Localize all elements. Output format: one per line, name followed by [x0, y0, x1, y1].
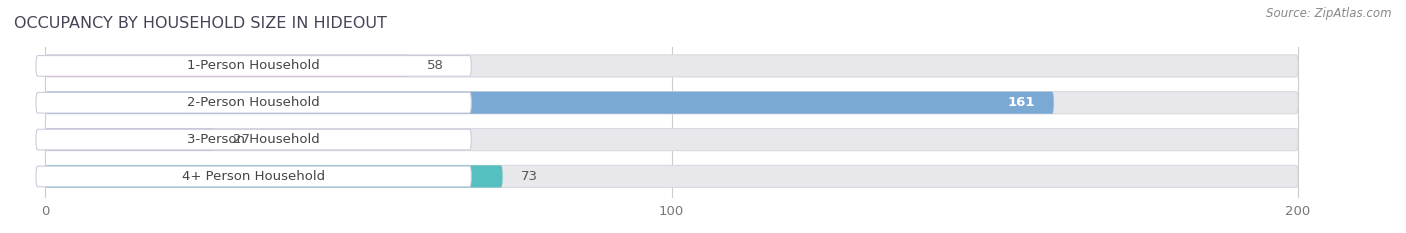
- FancyBboxPatch shape: [45, 55, 409, 77]
- Text: 2-Person Household: 2-Person Household: [187, 96, 321, 109]
- FancyBboxPatch shape: [45, 55, 1298, 77]
- Text: 1-Person Household: 1-Person Household: [187, 59, 321, 72]
- Text: 58: 58: [427, 59, 444, 72]
- FancyBboxPatch shape: [45, 92, 1298, 114]
- FancyBboxPatch shape: [45, 165, 502, 188]
- Text: Source: ZipAtlas.com: Source: ZipAtlas.com: [1267, 7, 1392, 20]
- Text: OCCUPANCY BY HOUSEHOLD SIZE IN HIDEOUT: OCCUPANCY BY HOUSEHOLD SIZE IN HIDEOUT: [14, 16, 387, 31]
- Text: 3-Person Household: 3-Person Household: [187, 133, 321, 146]
- FancyBboxPatch shape: [37, 93, 471, 113]
- FancyBboxPatch shape: [45, 129, 1298, 151]
- FancyBboxPatch shape: [45, 129, 215, 151]
- Text: 73: 73: [522, 170, 538, 183]
- FancyBboxPatch shape: [45, 165, 1298, 188]
- Text: 4+ Person Household: 4+ Person Household: [181, 170, 325, 183]
- FancyBboxPatch shape: [37, 166, 471, 187]
- FancyBboxPatch shape: [37, 129, 471, 150]
- Text: 27: 27: [233, 133, 250, 146]
- FancyBboxPatch shape: [45, 92, 1053, 114]
- FancyBboxPatch shape: [37, 56, 471, 76]
- Text: 161: 161: [1008, 96, 1035, 109]
